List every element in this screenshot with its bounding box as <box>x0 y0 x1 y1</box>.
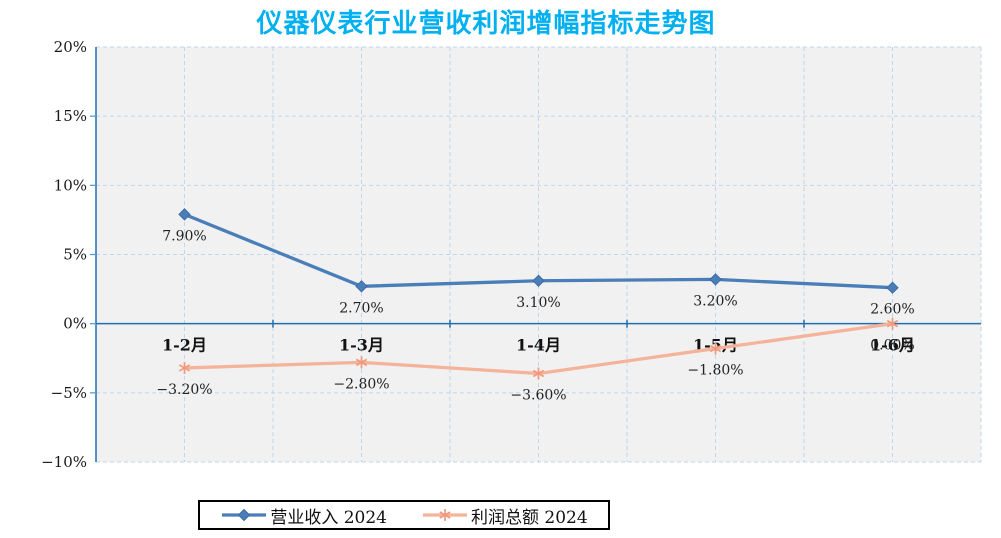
revenue-data-label: 3.20% <box>693 293 737 309</box>
revenue-data-label: 7.90% <box>162 228 206 244</box>
profit-asterisk-marker-icon <box>423 509 467 521</box>
revenue-data-label: 3.10% <box>516 295 560 311</box>
y-tick-label: 5% <box>63 246 87 264</box>
revenue-data-label: 2.60% <box>870 302 914 318</box>
profit-data-label: −1.80% <box>687 363 743 379</box>
x-category-label: 1-6月 <box>870 336 915 355</box>
asterisk-marker-icon <box>178 364 191 372</box>
y-tick-label: 0% <box>63 315 87 333</box>
y-tick-label: −5% <box>51 384 87 402</box>
legend: 营业收入 2024 利润总额 2024 <box>198 500 610 530</box>
diamond-marker-icon <box>178 208 191 221</box>
legend-label-revenue: 营业收入 2024 <box>270 507 387 528</box>
x-category-label: 1-4月 <box>516 336 561 355</box>
y-tick-label: 20% <box>54 38 87 56</box>
asterisk-marker-icon <box>355 358 368 367</box>
legend-item-profit: 利润总额 2024 <box>421 503 588 528</box>
diamond-marker-icon <box>532 274 545 287</box>
profit-data-label: −3.20% <box>156 382 212 398</box>
diamond-marker-icon <box>355 280 368 293</box>
profit-data-label: 0.00% <box>870 338 914 354</box>
y-tick-label: −10% <box>41 453 87 471</box>
profit-data-label: −3.60% <box>510 387 566 403</box>
profit-data-label: −2.80% <box>333 376 389 392</box>
revenue-data-label: 2.70% <box>339 300 383 316</box>
profit-series: −3.20% −2.80% −3.60% −1.80% 0.00% <box>156 317 915 403</box>
legend-item-revenue: 营业收入 2024 <box>220 503 387 528</box>
x-category-label: 1-3月 <box>339 336 384 355</box>
diamond-marker-icon <box>238 508 251 522</box>
diamond-marker-icon <box>709 273 722 286</box>
asterisk-marker-icon <box>439 511 451 519</box>
x-category-label: 1-2月 <box>162 336 207 355</box>
y-tick-label: 15% <box>54 107 87 125</box>
asterisk-marker-icon <box>709 344 722 353</box>
diamond-marker-icon <box>886 281 899 294</box>
asterisk-marker-icon <box>886 319 899 328</box>
chart-title: 仪器仪表行业营收利润增幅指标走势图 <box>256 9 716 39</box>
revenue-series: 7.90% 2.70% 3.10% 3.20% 2.60% <box>162 208 915 318</box>
revenue-diamond-marker-icon <box>222 508 267 522</box>
y-tick-label: 10% <box>54 176 87 194</box>
asterisk-marker-icon <box>532 369 545 378</box>
legend-label-profit: 利润总额 2024 <box>471 507 588 528</box>
